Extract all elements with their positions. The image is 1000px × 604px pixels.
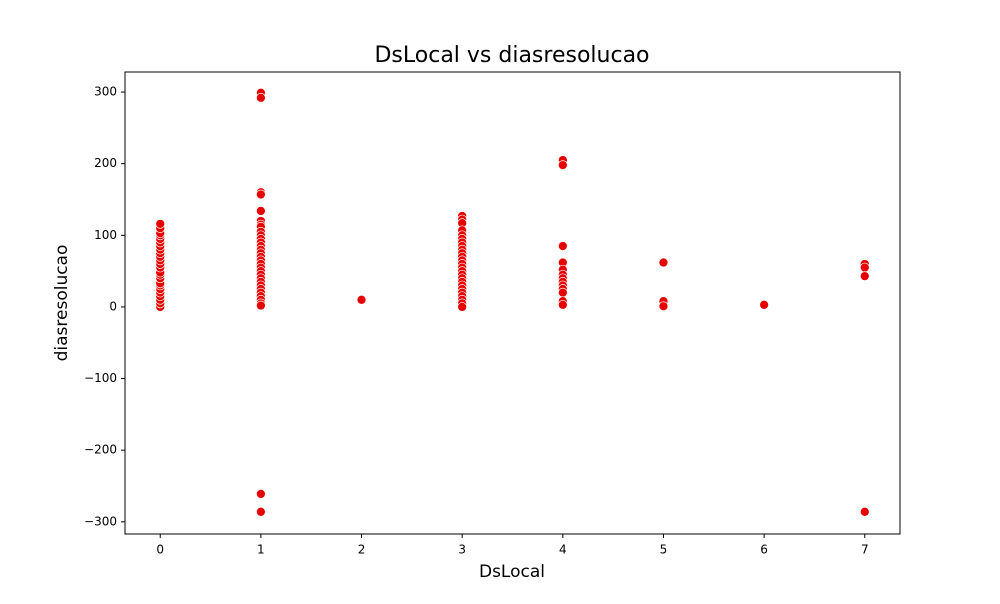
point <box>256 189 266 200</box>
point <box>859 271 870 281</box>
x-tick-label: 7 <box>861 543 869 557</box>
y-tick-label: −100 <box>84 371 117 385</box>
y-axis-label: diasresolucao <box>52 245 72 362</box>
x-tick-label: 2 <box>358 543 366 557</box>
x-tick-label: 6 <box>760 543 768 557</box>
x-axis-label: DsLocal <box>479 562 545 582</box>
point <box>557 241 568 251</box>
point <box>557 160 568 170</box>
point <box>658 257 669 268</box>
plot-frame <box>124 71 901 535</box>
x-tick-label: 0 <box>156 543 164 557</box>
x-tick-label: 5 <box>660 543 668 557</box>
point <box>759 299 769 310</box>
point <box>356 294 367 305</box>
point <box>557 287 568 298</box>
point <box>256 206 266 216</box>
point <box>859 262 870 273</box>
x-tick-label: 3 <box>458 543 466 557</box>
y-tick-label: 200 <box>94 156 117 170</box>
x-tick-label: 4 <box>559 543 567 557</box>
point <box>256 92 266 103</box>
point <box>256 489 266 499</box>
y-tick-label: −200 <box>84 443 117 457</box>
point <box>658 301 669 312</box>
point <box>256 506 266 517</box>
x-tick-label: 1 <box>257 543 265 557</box>
point <box>859 506 870 517</box>
y-tick-label: −300 <box>84 514 117 528</box>
point <box>256 300 266 311</box>
y-tick-label: 100 <box>94 228 117 242</box>
point <box>457 302 468 312</box>
point <box>155 219 166 229</box>
y-tick-label: 0 <box>109 299 117 313</box>
chart-title: DsLocal vs diasresolucao <box>374 43 649 68</box>
y-tick-label: 300 <box>94 85 117 99</box>
point <box>557 299 568 310</box>
